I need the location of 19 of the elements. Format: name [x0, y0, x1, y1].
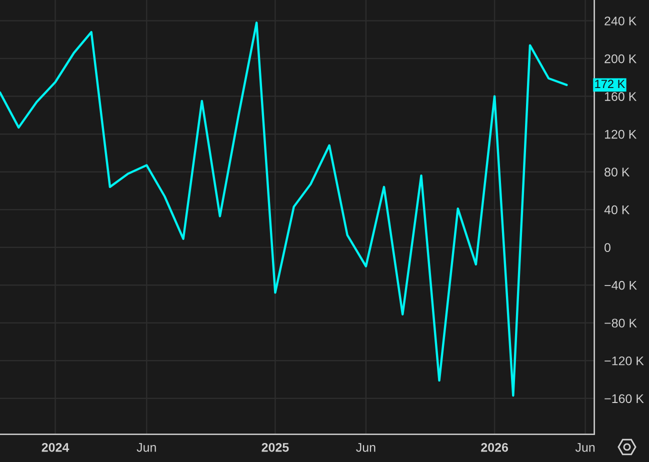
x-tick-label: Jun — [356, 443, 376, 452]
y-tick-label: 0 — [604, 243, 610, 252]
y-tick-label: 160 K — [604, 92, 637, 101]
y-tick-label: −40 K — [604, 280, 637, 290]
y-tick-label: 200 K — [604, 54, 637, 64]
annotation: 172 K — [595, 80, 626, 88]
y-tick-label: 120 K — [604, 130, 637, 139]
y-tick-label: 40 K — [604, 205, 630, 214]
x-tick-label: 2025 — [262, 442, 289, 452]
y-tick-label: −160 K — [604, 394, 644, 404]
y-tick-label: −80 K — [604, 318, 637, 328]
line-series — [0, 22, 568, 397]
x-tick-label: 2024 — [42, 442, 70, 452]
x-tick-label: 2026 — [481, 442, 508, 452]
x-tick-label: Jun — [575, 443, 595, 452]
y-tick-label: 80 K — [604, 168, 630, 176]
y-tick-label: 240 K — [604, 16, 637, 26]
x-tick-label: Jun — [136, 443, 156, 452]
y-tick-label: −120 K — [604, 356, 644, 366]
